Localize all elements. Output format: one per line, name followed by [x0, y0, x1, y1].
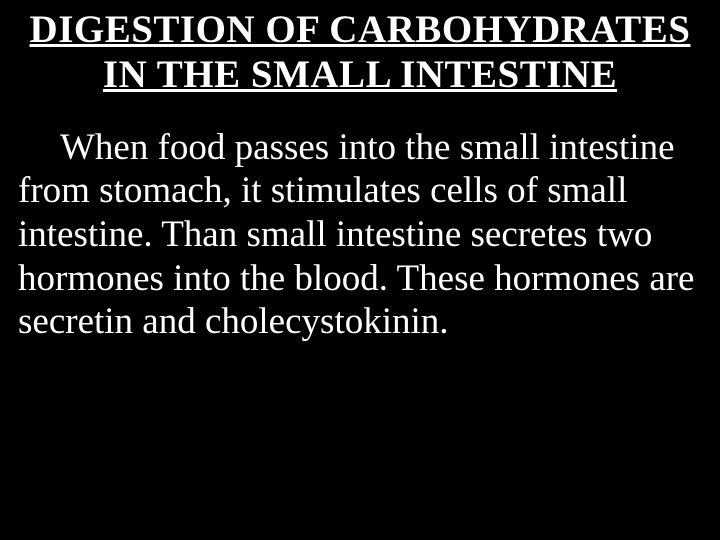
slide-title: DIGESTION OF CARBOHYDRATES IN THE SMALL …: [16, 8, 704, 98]
slide-container: DIGESTION OF CARBOHYDRATES IN THE SMALL …: [0, 0, 720, 540]
slide-body-text: When food passes into the small intestin…: [16, 126, 704, 344]
